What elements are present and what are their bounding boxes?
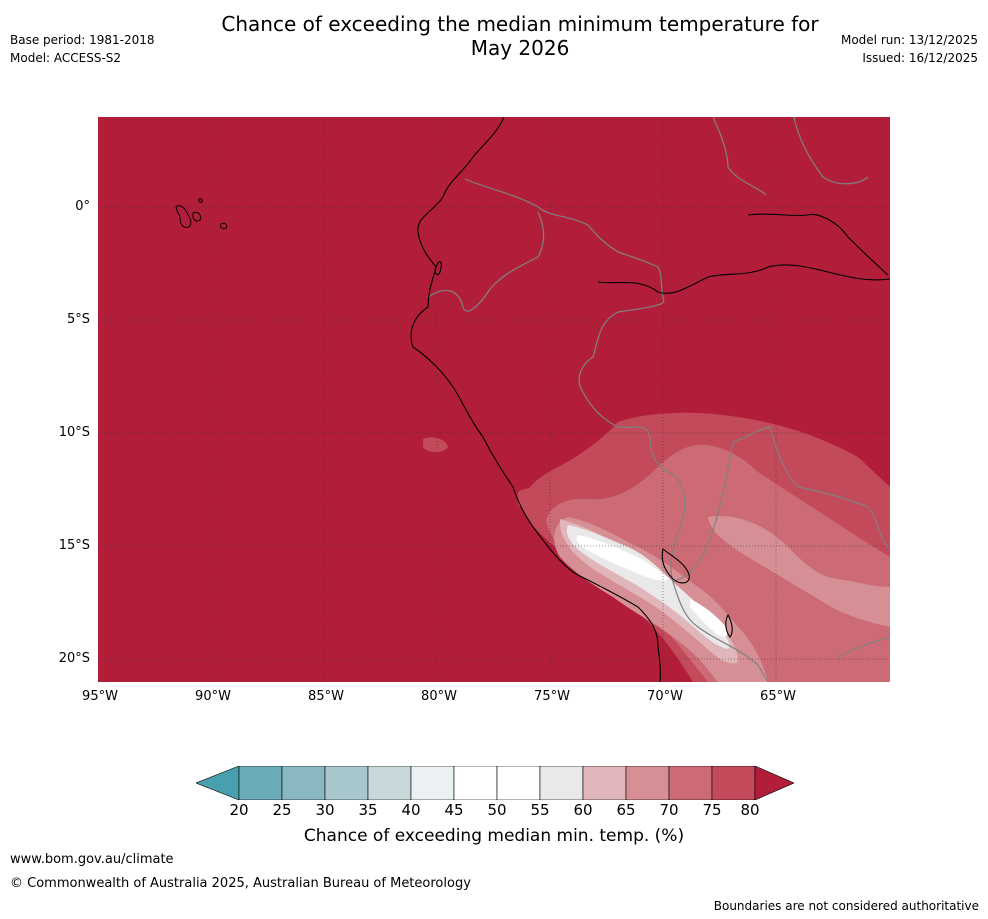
lat-label-10s: 10°S	[58, 425, 90, 440]
coastline-pacific	[410, 117, 661, 682]
lon-label-70w: 70°W	[647, 689, 683, 704]
colorbar	[196, 766, 794, 800]
contour-65-70-east	[708, 516, 890, 627]
coastline-lake-poopo	[725, 613, 733, 638]
border-colombia-ecuador	[464, 178, 665, 303]
colorbar-segment-20-25	[238, 766, 283, 800]
colorbar-tick-75: 75	[702, 801, 722, 819]
island-santa-cruz	[192, 212, 201, 222]
contour-75-80-islet	[423, 437, 448, 453]
border-bolivia-brazil	[672, 426, 889, 583]
coastline-gulf-guayaquil	[434, 261, 442, 276]
lon-label-65w: 65°W	[760, 689, 796, 704]
chart-title: Chance of exceeding the median minimum t…	[170, 12, 870, 60]
coastline	[410, 117, 890, 682]
colorbar-tick-25: 25	[272, 801, 292, 819]
lon-label-80w: 80°W	[421, 689, 457, 704]
colorbar-tick-65: 65	[616, 801, 636, 819]
colorbar-tick-60: 60	[573, 801, 593, 819]
colorbar-segment-55-60	[539, 766, 584, 800]
lat-label-15s: 15°S	[58, 538, 90, 553]
colorbar-tick-40: 40	[401, 801, 421, 819]
colorbar-segment-75-80	[711, 766, 756, 800]
colorbar-arrow-high	[754, 766, 794, 800]
coastline-northern-river	[747, 213, 889, 276]
model-info: Base period: 1981-2018 Model: ACCESS-S2	[10, 31, 155, 67]
border-bolivia-chile	[672, 581, 769, 682]
colorbar-tick-50: 50	[487, 801, 507, 819]
colorbar-segment-30-35	[324, 766, 369, 800]
copyright-notice: © Commonwealth of Australia 2025, Austra…	[10, 876, 471, 891]
border-colombia-brazil	[712, 117, 767, 196]
forecast-map	[98, 117, 890, 682]
colorbar-tick-35: 35	[358, 801, 378, 819]
border-venezuela	[793, 117, 869, 185]
run-info: Model run: 13/12/2025 Issued: 16/12/2025	[841, 31, 978, 67]
colorbar-segment-25-30	[281, 766, 326, 800]
colorbar-segment-35-40	[367, 766, 412, 800]
colorbar-segment-50-55	[496, 766, 541, 800]
colorbar-tick-20: 20	[229, 801, 249, 819]
model-run: Model run: 13/12/2025	[840, 33, 978, 47]
colorbar-segment-40-45	[410, 766, 455, 800]
colorbar-segment-60-65	[582, 766, 627, 800]
colorbar-arrow-low	[196, 766, 240, 800]
lat-label-5s: 5°S	[66, 312, 90, 327]
coastline-lake-titicaca	[661, 548, 690, 584]
lon-label-75w: 75°W	[534, 689, 570, 704]
title-line-1: Chance of exceeding the median minimum t…	[221, 12, 819, 36]
galapagos-islands	[175, 198, 228, 230]
lat-label-20s: 20°S	[58, 651, 90, 666]
lon-label-85w: 85°W	[308, 689, 344, 704]
graticule	[98, 117, 890, 682]
colorbar-label: Chance of exceeding median min. temp. (%…	[303, 826, 685, 846]
colorbar-segment-65-70	[625, 766, 670, 800]
contour-75-80-west	[518, 488, 543, 510]
border-ecuador-peru	[427, 211, 545, 312]
colorbar-segment-70-75	[668, 766, 713, 800]
country-borders	[427, 117, 890, 682]
coastline-amazon-river	[597, 264, 890, 294]
border-bolivia-paraguay	[837, 636, 890, 658]
lon-label-90w: 90°W	[195, 689, 231, 704]
contour-50-55	[576, 535, 670, 581]
island-san-cristobal	[220, 222, 228, 230]
lon-label-95w: 95°W	[82, 689, 118, 704]
colorbar-tick-45: 45	[444, 801, 464, 819]
base-period: Base period: 1981-2018	[10, 33, 155, 47]
colorbar-tick-80: 80	[740, 801, 760, 819]
border-peru-brazil	[578, 301, 686, 583]
lat-label-0: 0°	[75, 199, 90, 214]
model-name: Model: ACCESS-S2	[10, 51, 122, 65]
boundary-disclaimer: Boundaries are not considered authoritat…	[713, 899, 979, 913]
contour-70-75	[546, 444, 890, 682]
island-isabela	[175, 205, 192, 228]
issued-date: Issued: 16/12/2025	[862, 51, 978, 65]
island-santiago	[198, 198, 203, 203]
colorbar-segment-45-50	[453, 766, 498, 800]
colorbar-tick-30: 30	[315, 801, 335, 819]
website-url: www.bom.gov.au/climate	[10, 852, 174, 867]
colorbar-tick-70: 70	[659, 801, 679, 819]
contour-50-55-south	[690, 599, 728, 637]
colorbar-tick-55: 55	[530, 801, 550, 819]
title-line-2: May 2026	[470, 36, 570, 60]
